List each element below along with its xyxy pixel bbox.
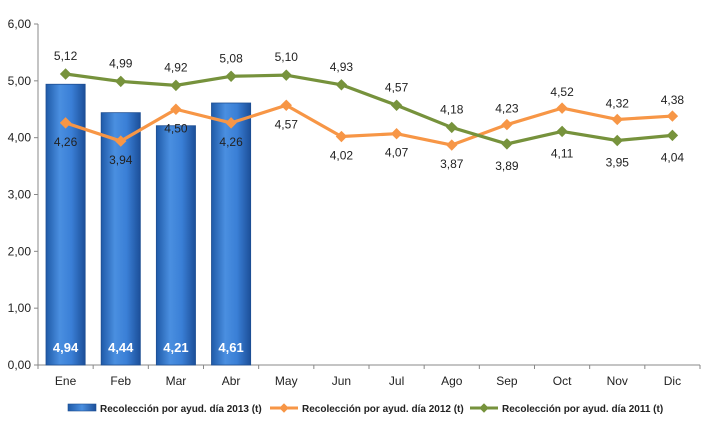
x-tick-label: Jun: [332, 374, 351, 388]
legend-label-2011: Recolección por ayud. día 2011 (t): [502, 404, 663, 415]
bar-data-label: 4,61: [218, 340, 243, 355]
marker-2011: [170, 79, 182, 92]
legend-label-2012: Recolección por ayud. día 2012 (t): [302, 404, 464, 415]
data-label-2012: 3,94: [109, 153, 133, 167]
marker-2011: [280, 69, 292, 81]
data-label-2012: 4,02: [330, 149, 354, 163]
marker-2011: [666, 129, 679, 142]
y-tick-label: 3,00: [8, 188, 32, 202]
x-tick-label: Mar: [166, 374, 187, 388]
lines-layer: [59, 68, 679, 151]
data-label-2012: 4,26: [54, 135, 78, 149]
data-label-2011: 4,93: [330, 60, 354, 74]
x-tick-label: Jul: [389, 374, 404, 388]
marker-2012: [501, 118, 513, 131]
marker-2011: [501, 138, 513, 150]
legend-marker: [279, 403, 289, 413]
marker-2012: [115, 135, 127, 147]
marker-2012: [611, 113, 623, 126]
bar-data-label: 4,21: [163, 340, 188, 355]
bar-2013-mar: [155, 125, 196, 366]
marker-2011: [115, 75, 127, 88]
data-label-2011: 4,04: [661, 150, 685, 164]
bar-2013-ene: [45, 83, 86, 366]
data-label-2011: 4,57: [385, 80, 409, 94]
x-tick-label: May: [275, 374, 298, 388]
line-series-2012: [63, 103, 675, 147]
bar-data-label: 4,94: [53, 340, 79, 355]
data-label-2011: 4,92: [164, 60, 188, 74]
marker-2011: [611, 134, 623, 147]
marker-2011: [335, 79, 348, 91]
data-label-2011: 3,95: [606, 156, 630, 170]
x-tick-label: Ene: [55, 374, 77, 388]
data-label-2011: 3,89: [495, 159, 519, 173]
marker-2012: [666, 110, 679, 122]
data-label-2011: 4,99: [109, 56, 133, 70]
data-label-2011: 4,18: [440, 102, 464, 116]
marker-2012: [446, 139, 458, 151]
data-label-2011: 4,11: [551, 146, 574, 160]
marker-2011: [59, 68, 72, 80]
legend-swatch-2013: [67, 403, 97, 412]
marker-2012: [280, 99, 292, 111]
marker-2012: [390, 127, 403, 140]
x-tick-label: Oct: [553, 374, 572, 388]
data-label-2011: 5,08: [219, 51, 243, 65]
x-tick-label: Dic: [664, 374, 681, 388]
legend: Recolección por ayud. día 2013 (t) Recole…: [67, 403, 663, 415]
y-tick-label: 5,00: [8, 74, 32, 88]
data-label-2012: 4,57: [275, 117, 299, 131]
data-label-2012: 4,23: [495, 102, 519, 116]
marker-2011: [556, 125, 568, 138]
data-label-2011: 5,10: [275, 50, 299, 64]
bar-data-label: 4,44: [108, 340, 134, 355]
x-tick-label: Nov: [607, 374, 628, 388]
bars-layer: [45, 83, 252, 366]
marker-2012: [170, 103, 182, 115]
y-tick-label: 1,00: [8, 301, 32, 315]
marker-2012: [225, 117, 237, 129]
marker-2011: [390, 99, 403, 111]
data-label-2012: 4,52: [550, 85, 574, 99]
data-label-2012: 4,38: [661, 93, 685, 107]
legend-label-2013: Recolección por ayud. día 2013 (t): [100, 404, 262, 415]
labels-layer: 4,94 4,44 4,21 4,61 4,26 3,94 4,50 4,26 4,57 4,02…: [53, 49, 684, 355]
y-tick-label: 2,00: [8, 244, 32, 258]
y-tick-label: 0,00: [8, 358, 32, 372]
marker-2011: [225, 70, 237, 82]
y-tick-label: 4,00: [8, 131, 32, 145]
axes-layer: 0,00 1,00 2,00 3,00 4,00 5,00 6,00 Ene Feb Mar Abr…: [8, 17, 701, 388]
marker-2011: [446, 121, 458, 134]
x-tick-label: Abr: [222, 374, 241, 388]
x-tick-label: Ago: [441, 374, 463, 388]
bar-2013-abr: [211, 102, 252, 366]
data-label-2011: 5,12: [54, 49, 78, 63]
data-label-2012: 4,32: [606, 96, 630, 110]
data-label-2012: 4,26: [219, 135, 243, 149]
data-label-2012: 3,87: [440, 157, 464, 171]
marker-2012: [335, 130, 348, 143]
marker-2012: [556, 102, 568, 114]
y-tick-label: 6,00: [8, 17, 32, 31]
bar-2013-feb: [100, 112, 141, 366]
data-label-2012: 4,07: [385, 146, 409, 160]
marker-2012: [59, 117, 72, 129]
data-label-2012: 4,50: [164, 121, 188, 135]
legend-marker: [479, 403, 489, 413]
x-tick-label: Feb: [110, 374, 131, 388]
x-tick-label: Sep: [496, 374, 518, 388]
line-series-2011: [63, 72, 675, 146]
